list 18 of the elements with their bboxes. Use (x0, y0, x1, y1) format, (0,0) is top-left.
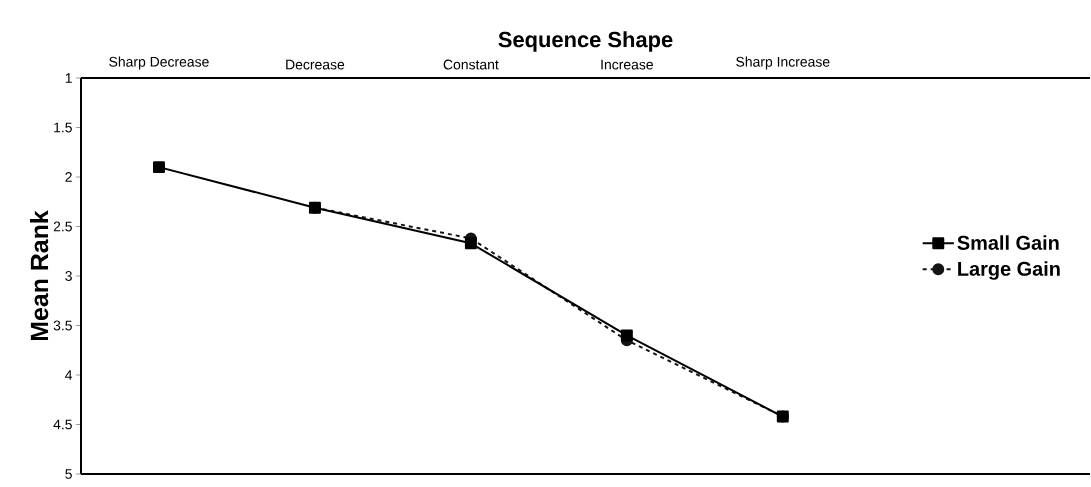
y-tick-label: 4 (65, 370, 73, 380)
x-tick-label: Sharp Decrease (109, 56, 209, 70)
x-tick-label: Increase (601, 59, 653, 70)
y-tick-label: 5 (65, 469, 72, 479)
y-tick-label: 2.5 (53, 221, 72, 232)
y-tick-label: 3.5 (53, 320, 72, 331)
y-tick-label: 4.5 (53, 419, 72, 430)
y-tick-label: 1.5 (54, 122, 72, 133)
x-axis-title: Sequence Shape (498, 31, 673, 52)
y-tick-label: 1 (65, 73, 72, 83)
y-tick-label: 2 (65, 172, 72, 182)
legend-label: Large Gain (958, 261, 1060, 280)
x-tick-label: Decrease (286, 59, 345, 70)
x-tick-label: Constant (443, 59, 499, 70)
y-axis-title: Mean Rank (29, 210, 49, 341)
x-tick-label: Sharp Increase (736, 56, 830, 70)
legend-label: Small Gain (957, 235, 1059, 250)
y-tick-label: 3 (65, 271, 72, 281)
